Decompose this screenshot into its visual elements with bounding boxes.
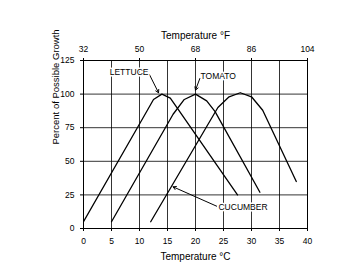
svg-text:32: 32	[79, 44, 89, 54]
svg-text:0: 0	[81, 236, 86, 246]
svg-text:86: 86	[247, 44, 257, 54]
svg-text:75: 75	[65, 122, 75, 132]
svg-text:15: 15	[163, 236, 173, 246]
svg-text:100: 100	[60, 89, 74, 99]
svg-text:68: 68	[191, 44, 201, 54]
svg-text:40: 40	[303, 236, 313, 246]
svg-text:104: 104	[300, 44, 314, 54]
svg-text:10: 10	[135, 236, 145, 246]
svg-text:50: 50	[135, 44, 145, 54]
svg-text:0: 0	[70, 223, 75, 233]
svg-text:25: 25	[65, 190, 75, 200]
svg-text:5: 5	[109, 236, 114, 246]
svg-text:CUCUMBER: CUCUMBER	[218, 202, 267, 212]
svg-text:Percent of Possible Growth: Percent of Possible Growth	[50, 29, 61, 144]
svg-text:20: 20	[191, 236, 201, 246]
svg-text:35: 35	[275, 236, 285, 246]
svg-text:LETTUCE: LETTUCE	[110, 67, 149, 77]
svg-text:Temperature °F: Temperature °F	[161, 30, 230, 41]
svg-text:25: 25	[219, 236, 229, 246]
svg-text:50: 50	[65, 156, 75, 166]
svg-text:Temperature °C: Temperature °C	[160, 251, 230, 262]
svg-text:30: 30	[247, 236, 257, 246]
svg-text:125: 125	[60, 55, 74, 65]
svg-text:TOMATO: TOMATO	[201, 71, 237, 81]
